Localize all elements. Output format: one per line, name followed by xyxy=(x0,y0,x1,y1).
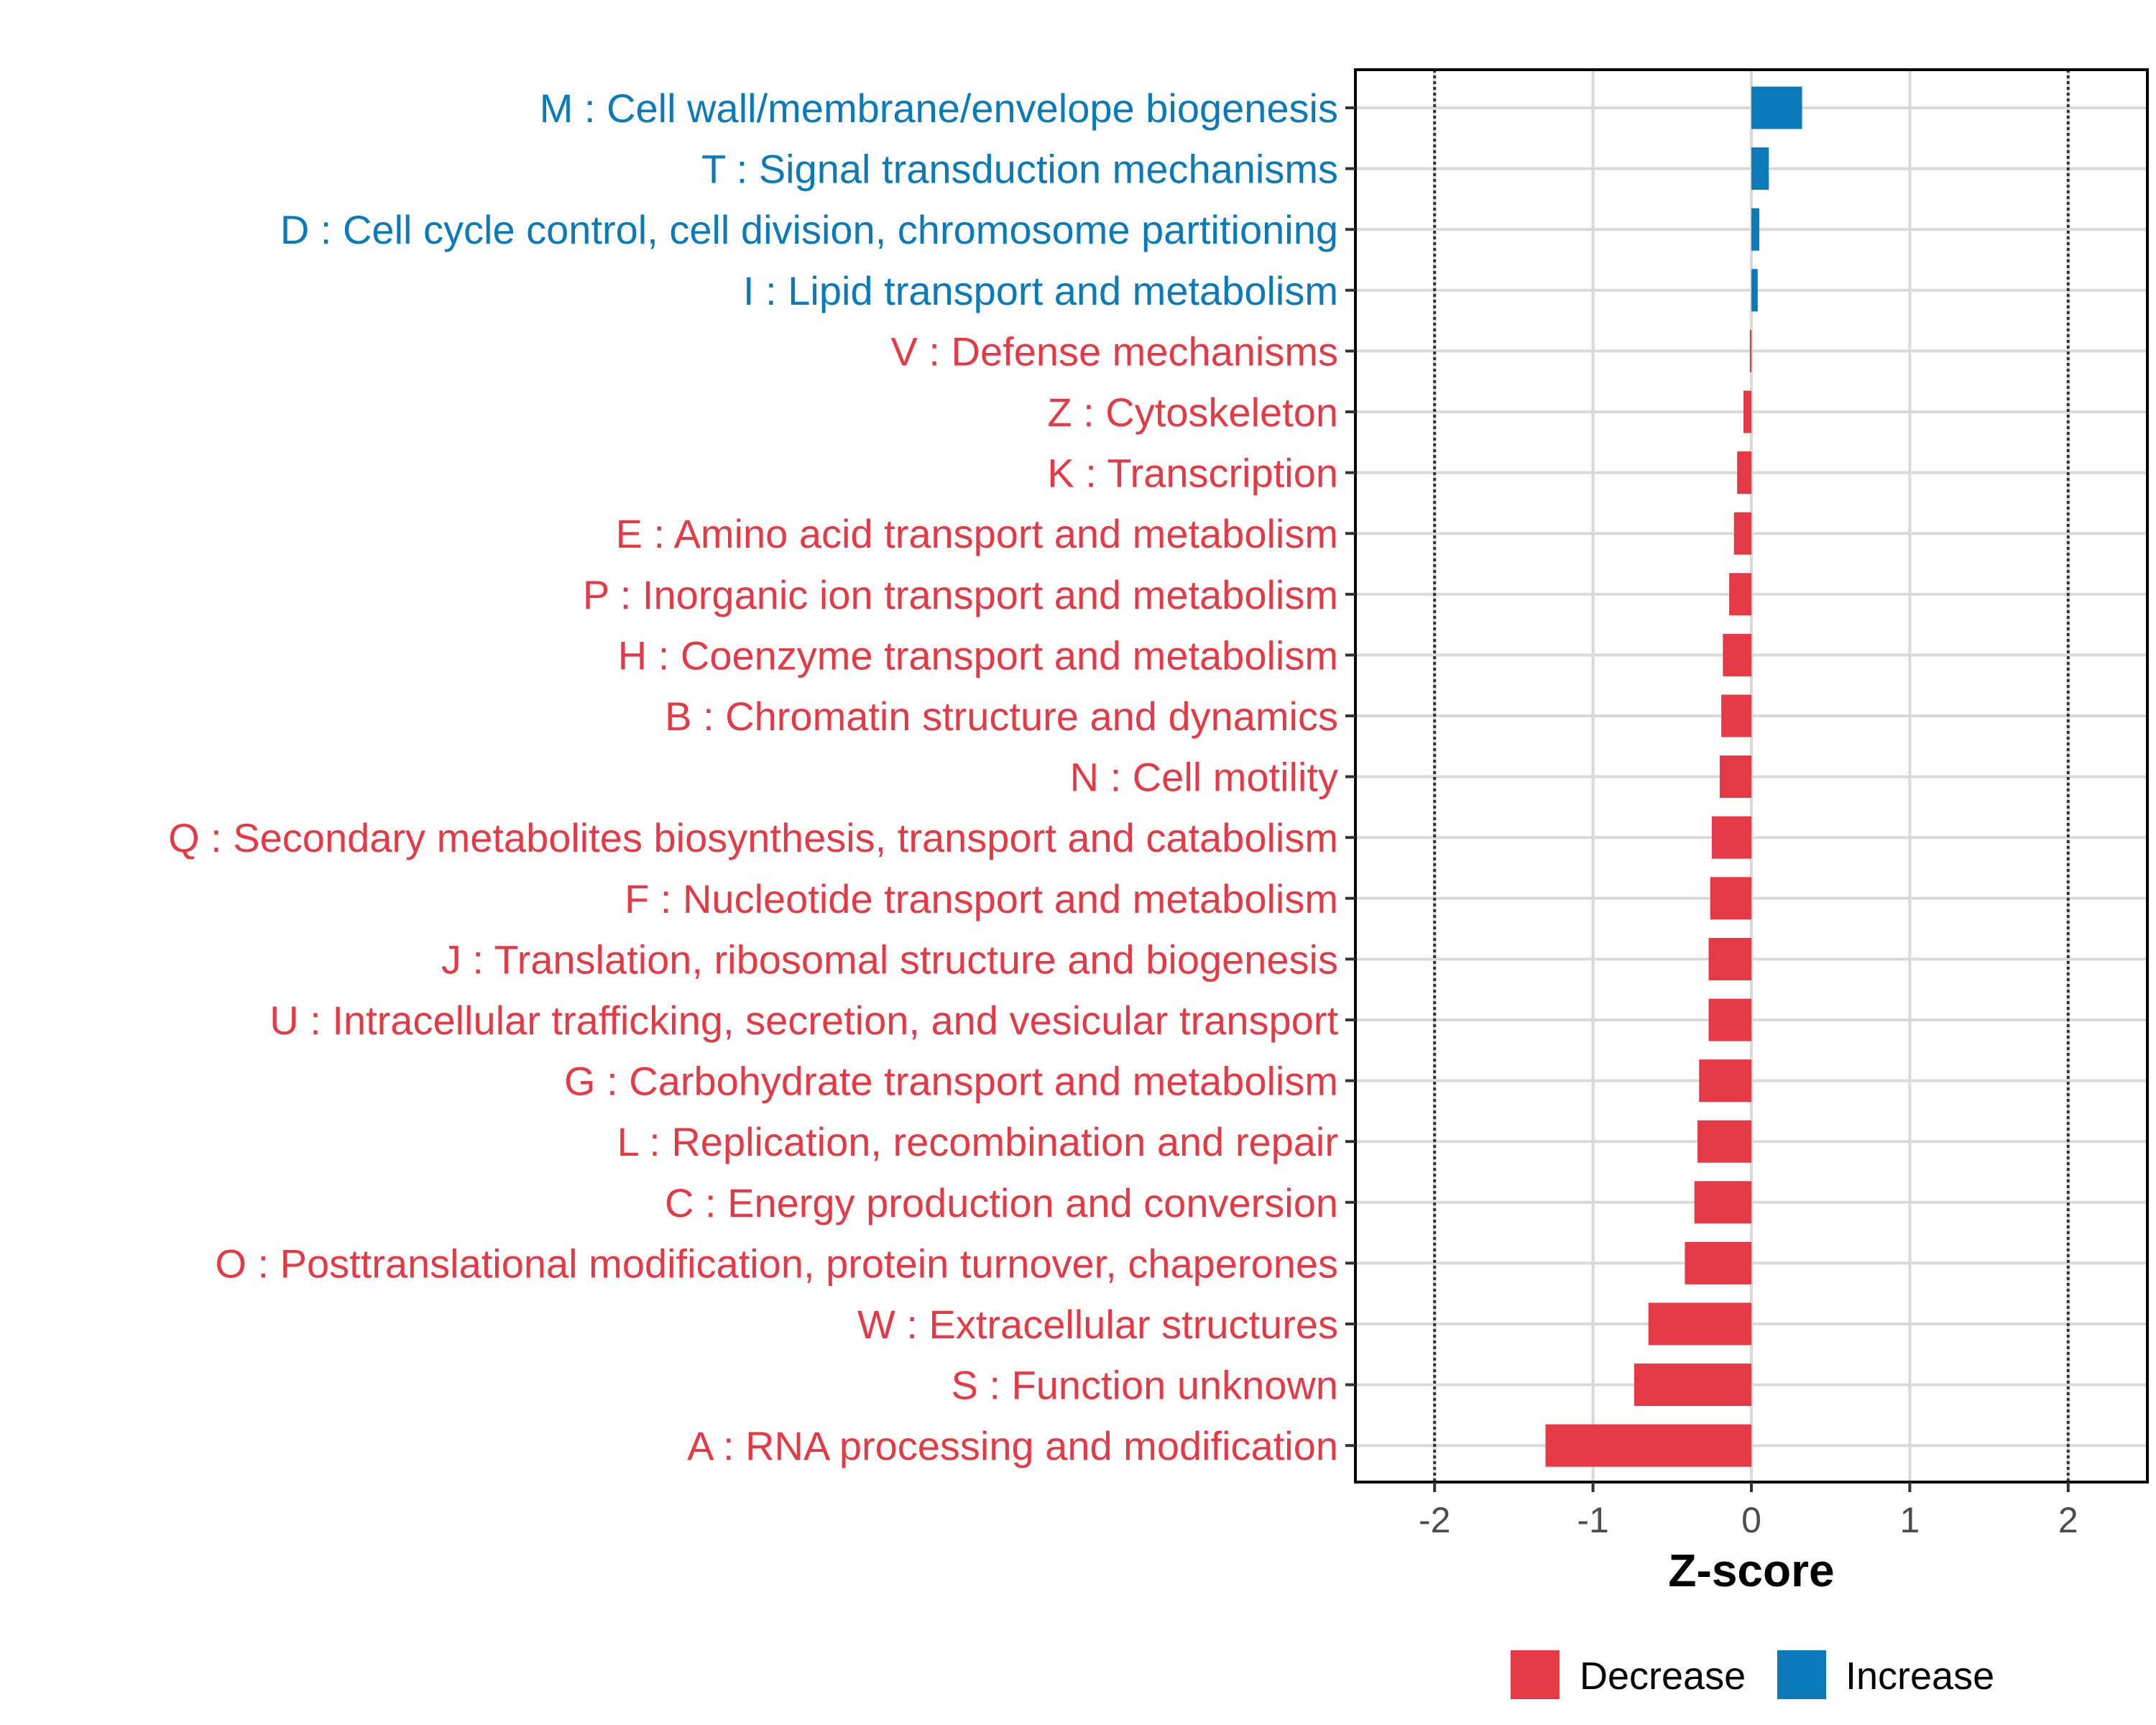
y-tick-label: D : Cell cycle control, cell division, c… xyxy=(280,207,1338,252)
y-tick-label: J : Translation, ribosomal structure and… xyxy=(441,937,1338,982)
y-tick-label: E : Amino acid transport and metabolism xyxy=(616,511,1338,556)
bar xyxy=(1710,877,1751,920)
bar xyxy=(1751,208,1760,251)
y-tick-label: M : Cell wall/membrane/envelope biogenes… xyxy=(540,86,1338,131)
y-tick-label: T : Signal transduction mechanisms xyxy=(701,147,1338,192)
x-axis-ticks: -2 -1 0 1 2 xyxy=(1419,1482,2078,1540)
bar xyxy=(1733,512,1751,555)
y-tick-label: K : Transcription xyxy=(1047,451,1338,496)
bar xyxy=(1751,147,1769,190)
bar xyxy=(1737,451,1751,494)
y-tick-label: I : Lipid transport and metabolism xyxy=(743,268,1338,313)
y-tick-label: H : Coenzyme transport and metabolism xyxy=(618,632,1338,678)
bar xyxy=(1697,1120,1751,1163)
y-tick-label: Z : Cytoskeleton xyxy=(1047,390,1338,435)
x-tick-label: -1 xyxy=(1577,1500,1608,1540)
bar xyxy=(1729,573,1751,616)
bar xyxy=(1708,937,1751,980)
y-tick-label: U : Intracellular trafficking, secretion… xyxy=(270,998,1338,1043)
y-tick-label: V : Defense mechanisms xyxy=(891,328,1338,374)
legend-key xyxy=(1777,1650,1826,1699)
y-tick-label: A : RNA processing and modification xyxy=(687,1423,1338,1468)
bar xyxy=(1751,269,1758,312)
y-axis-ticks xyxy=(1345,106,1355,1448)
y-tick-label: F : Nucleotide transport and metabolism xyxy=(625,876,1338,921)
y-axis-category-labels: M : Cell wall/membrane/envelope biogenes… xyxy=(168,86,1338,1468)
bar xyxy=(1694,1181,1751,1224)
y-tick-label: W : Extracellular structures xyxy=(857,1302,1338,1347)
legend-label: Increase xyxy=(1846,1655,1994,1698)
legend: Decrease Increase xyxy=(1511,1650,1994,1699)
bar xyxy=(1749,329,1751,372)
y-tick-label: O : Posttranslational modification, prot… xyxy=(215,1241,1338,1286)
bar xyxy=(1699,1059,1751,1103)
x-tick-label: -2 xyxy=(1419,1500,1450,1540)
bars xyxy=(1545,86,1802,1467)
y-tick-label: L : Replication, recombination and repai… xyxy=(617,1119,1338,1164)
legend-label: Decrease xyxy=(1580,1655,1746,1698)
bar xyxy=(1743,390,1751,433)
bar xyxy=(1685,1241,1751,1284)
bar xyxy=(1545,1424,1751,1467)
x-tick-label: 0 xyxy=(1741,1500,1761,1540)
x-tick-label: 1 xyxy=(1899,1500,1920,1540)
bar xyxy=(1648,1302,1751,1346)
y-tick-label: C : Energy production and conversion xyxy=(665,1180,1338,1225)
bar xyxy=(1719,755,1751,799)
y-tick-label: G : Carbohydrate transport and metabolis… xyxy=(564,1059,1338,1104)
y-tick-label: S : Function unknown xyxy=(951,1363,1338,1408)
legend-key xyxy=(1511,1650,1560,1699)
bar xyxy=(1634,1363,1751,1407)
bar xyxy=(1723,633,1751,676)
y-tick-label: B : Chromatin structure and dynamics xyxy=(665,694,1338,739)
x-tick-label: 2 xyxy=(2058,1500,2078,1540)
bar xyxy=(1751,86,1802,129)
y-tick-label: N : Cell motility xyxy=(1070,755,1338,800)
y-tick-label: P : Inorganic ion transport and metaboli… xyxy=(583,572,1338,617)
bar xyxy=(1711,816,1751,859)
y-tick-label: Q : Secondary metabolites biosynthesis, … xyxy=(168,815,1338,860)
bar xyxy=(1721,694,1751,737)
bar xyxy=(1708,998,1751,1041)
x-axis-title: Z-score xyxy=(1668,1545,1834,1596)
